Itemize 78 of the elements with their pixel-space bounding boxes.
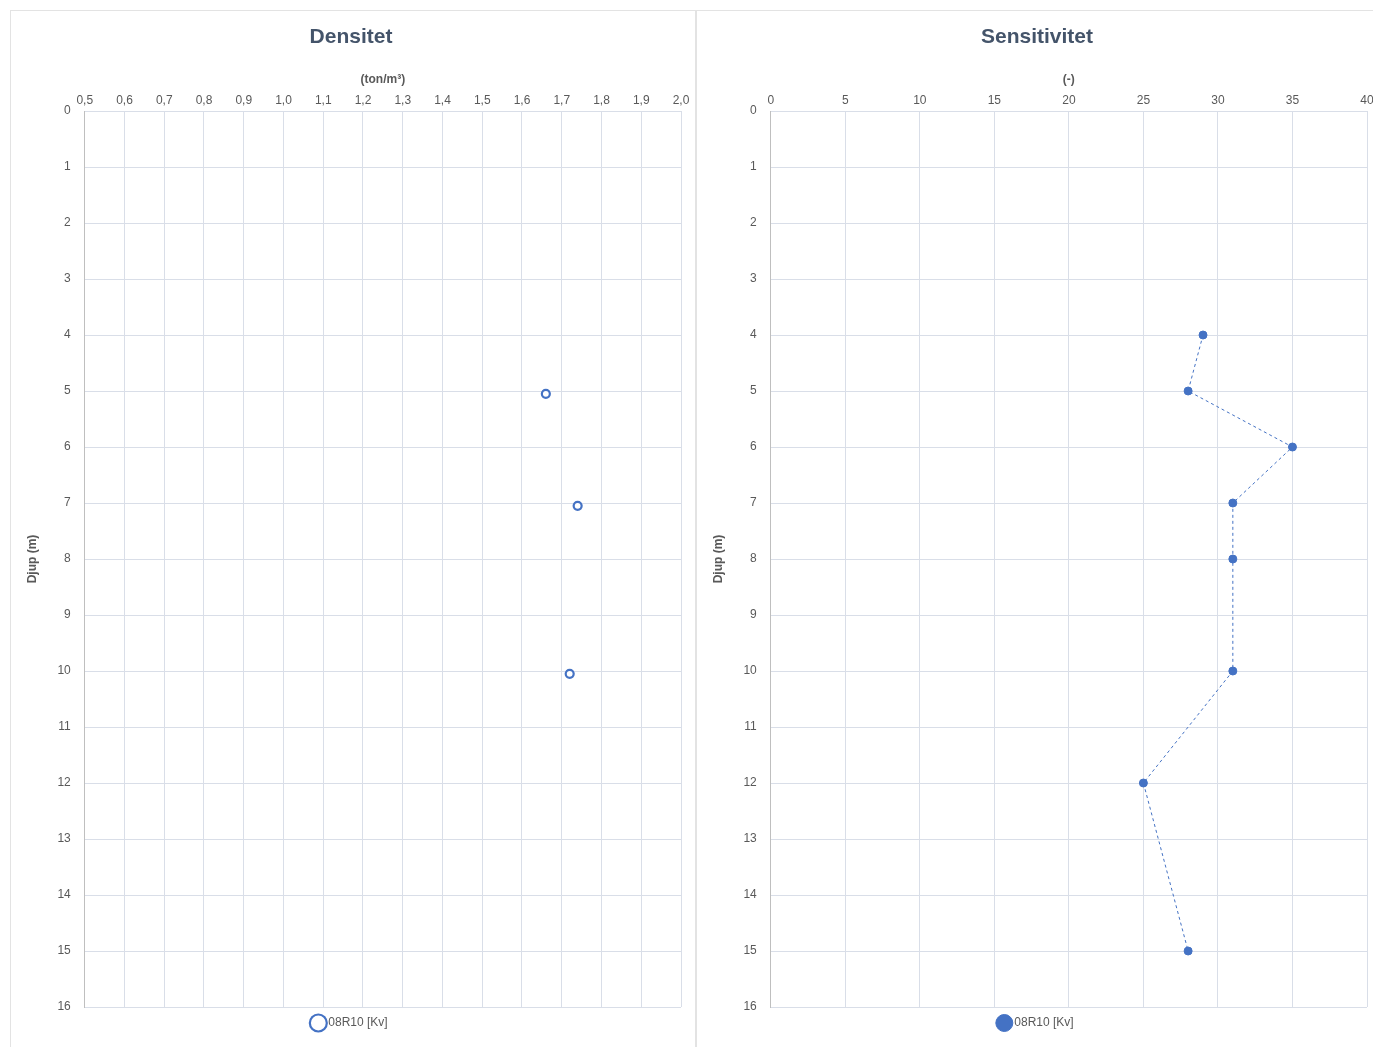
x-tick-label: 1,3 [394,93,412,108]
y-tick-label: 2 [750,215,758,230]
y-axis-title: Djup (m) [710,534,725,584]
x-tick-label: 20 [1062,93,1076,108]
chart-title: Densitet [309,24,393,48]
y-tick-label: 10 [57,663,72,678]
y-tick-label: 15 [57,943,72,958]
y-tick-label: 10 [743,663,758,678]
y-tick-label: 15 [743,943,758,958]
y-tick-label: 5 [64,383,72,398]
y-tick-label: 6 [750,439,758,454]
x-tick-label: 1,8 [593,93,611,108]
point [572,500,583,511]
y-tick-label: 13 [743,831,758,846]
x-tick-label: 10 [913,93,927,108]
chart-title: Sensitivitet [980,24,1094,48]
y-tick-label: 2 [64,215,72,230]
x-tick-label: 40 [1360,93,1373,108]
point [1183,386,1193,396]
y-tick-label: 14 [57,887,72,902]
x-tick-label: 25 [1136,93,1151,108]
x-axis-title: (-) [1062,71,1075,86]
x-tick-label: 0,6 [116,93,134,108]
x-tick-label: 0 [767,93,775,108]
x-tick-label: 0,5 [76,93,94,108]
x-tick-label: 0,7 [155,93,173,108]
point [1287,442,1297,452]
y-tick-label: 14 [743,887,758,902]
y-tick-label: 1 [64,159,72,174]
x-tick-label: 5 [841,93,849,108]
point [1228,554,1238,564]
legend-label: 08R10 [Kv] [328,1015,388,1030]
y-tick-label: 4 [750,327,758,342]
y-tick-label: 16 [743,999,758,1014]
point [1228,498,1238,508]
x-tick-label: 35 [1285,93,1300,108]
x-tick-label: 1,2 [354,93,372,108]
x-tick-label: 1,6 [513,93,531,108]
x-tick-label: 1,1 [314,93,332,108]
y-tick-label: 16 [57,999,72,1014]
point [540,388,551,399]
x-tick-label: 1,9 [632,93,650,108]
x-tick-label: 2,0 [672,93,690,108]
y-tick-label: 7 [64,495,72,510]
y-tick-label: 8 [750,551,758,566]
y-tick-label: 12 [743,775,758,790]
y-tick-label: 0 [750,103,758,118]
y-tick-label: 8 [64,551,72,566]
y-tick-label: 11 [58,719,72,734]
x-tick-label: 30 [1211,93,1225,108]
x-tick-label: 15 [987,93,1002,108]
y-tick-label: 12 [57,775,72,790]
x-tick-label: 0,9 [235,93,253,108]
y-tick-label: 0 [64,103,72,118]
y-tick-label: 11 [744,719,758,734]
point [1198,330,1208,340]
x-tick-label: 1,4 [434,93,452,108]
y-tick-label: 3 [750,271,758,286]
x-tick-label: 0,8 [195,93,213,108]
y-tick-label: 3 [64,271,72,286]
legend-label: 08R10 [Kv] [1014,1015,1074,1030]
y-tick-label: 9 [64,607,72,622]
x-tick-label: 1,0 [275,93,293,108]
y-tick-label: 13 [57,831,72,846]
y-axis-title: Djup (m) [24,534,39,584]
y-tick-label: 9 [750,607,758,622]
point [564,668,575,679]
y-tick-label: 6 [64,439,72,454]
y-tick-label: 4 [64,327,72,342]
point [1138,778,1148,788]
y-tick-label: 1 [750,159,758,174]
x-tick-label: 1,5 [473,93,491,108]
point [1228,666,1238,676]
x-tick-label: 1,7 [553,93,571,108]
y-tick-label: 7 [750,495,758,510]
point [1183,946,1193,956]
y-tick-label: 5 [750,383,758,398]
x-axis-title: (ton/m³) [360,71,406,86]
